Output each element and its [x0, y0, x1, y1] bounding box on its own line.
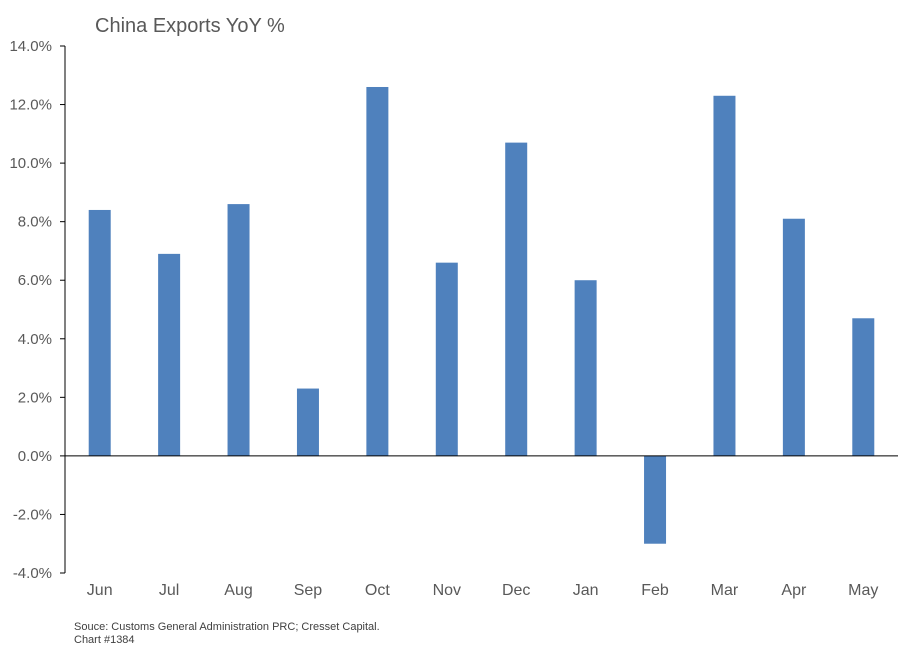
chart-title: China Exports YoY % — [95, 15, 285, 37]
x-tick-label: Aug — [224, 582, 252, 599]
y-tick-label: -2.0% — [13, 506, 52, 523]
bar — [88, 209, 111, 456]
bar — [158, 253, 181, 456]
x-tick-label: Jul — [159, 582, 179, 599]
y-tick-label: 2.0% — [18, 389, 52, 406]
bar — [574, 280, 597, 456]
bar — [644, 455, 667, 544]
bar — [782, 218, 805, 456]
bar — [505, 142, 528, 456]
y-tick-label: 8.0% — [18, 214, 52, 231]
source-note: Souce: Customs General Administration PR… — [74, 621, 380, 633]
x-tick-label: Jan — [573, 582, 599, 599]
bar — [366, 86, 389, 456]
x-tick-label: Jun — [87, 582, 113, 599]
y-tick-label: 4.0% — [18, 331, 52, 348]
bar — [435, 262, 458, 456]
y-tick-label: 12.0% — [9, 97, 52, 114]
bar — [296, 388, 319, 456]
y-tick-label: -4.0% — [13, 565, 52, 582]
bar — [713, 95, 736, 456]
y-tick-label: 6.0% — [18, 272, 52, 289]
bar — [852, 318, 875, 456]
x-tick-label: Oct — [365, 582, 390, 599]
x-tick-label: Nov — [433, 582, 461, 599]
x-tick-label: Sep — [294, 582, 323, 599]
x-tick-label: May — [848, 582, 878, 599]
y-tick-label: 10.0% — [9, 155, 52, 172]
chart-number: Chart #1384 — [74, 634, 135, 646]
y-tick-label: 0.0% — [18, 448, 52, 465]
x-tick-label: Mar — [711, 582, 739, 599]
x-tick-label: Feb — [641, 582, 669, 599]
bar — [227, 204, 250, 456]
x-tick-label: Dec — [502, 582, 530, 599]
x-tick-label: Apr — [781, 582, 807, 599]
y-tick-label: 14.0% — [9, 38, 52, 55]
